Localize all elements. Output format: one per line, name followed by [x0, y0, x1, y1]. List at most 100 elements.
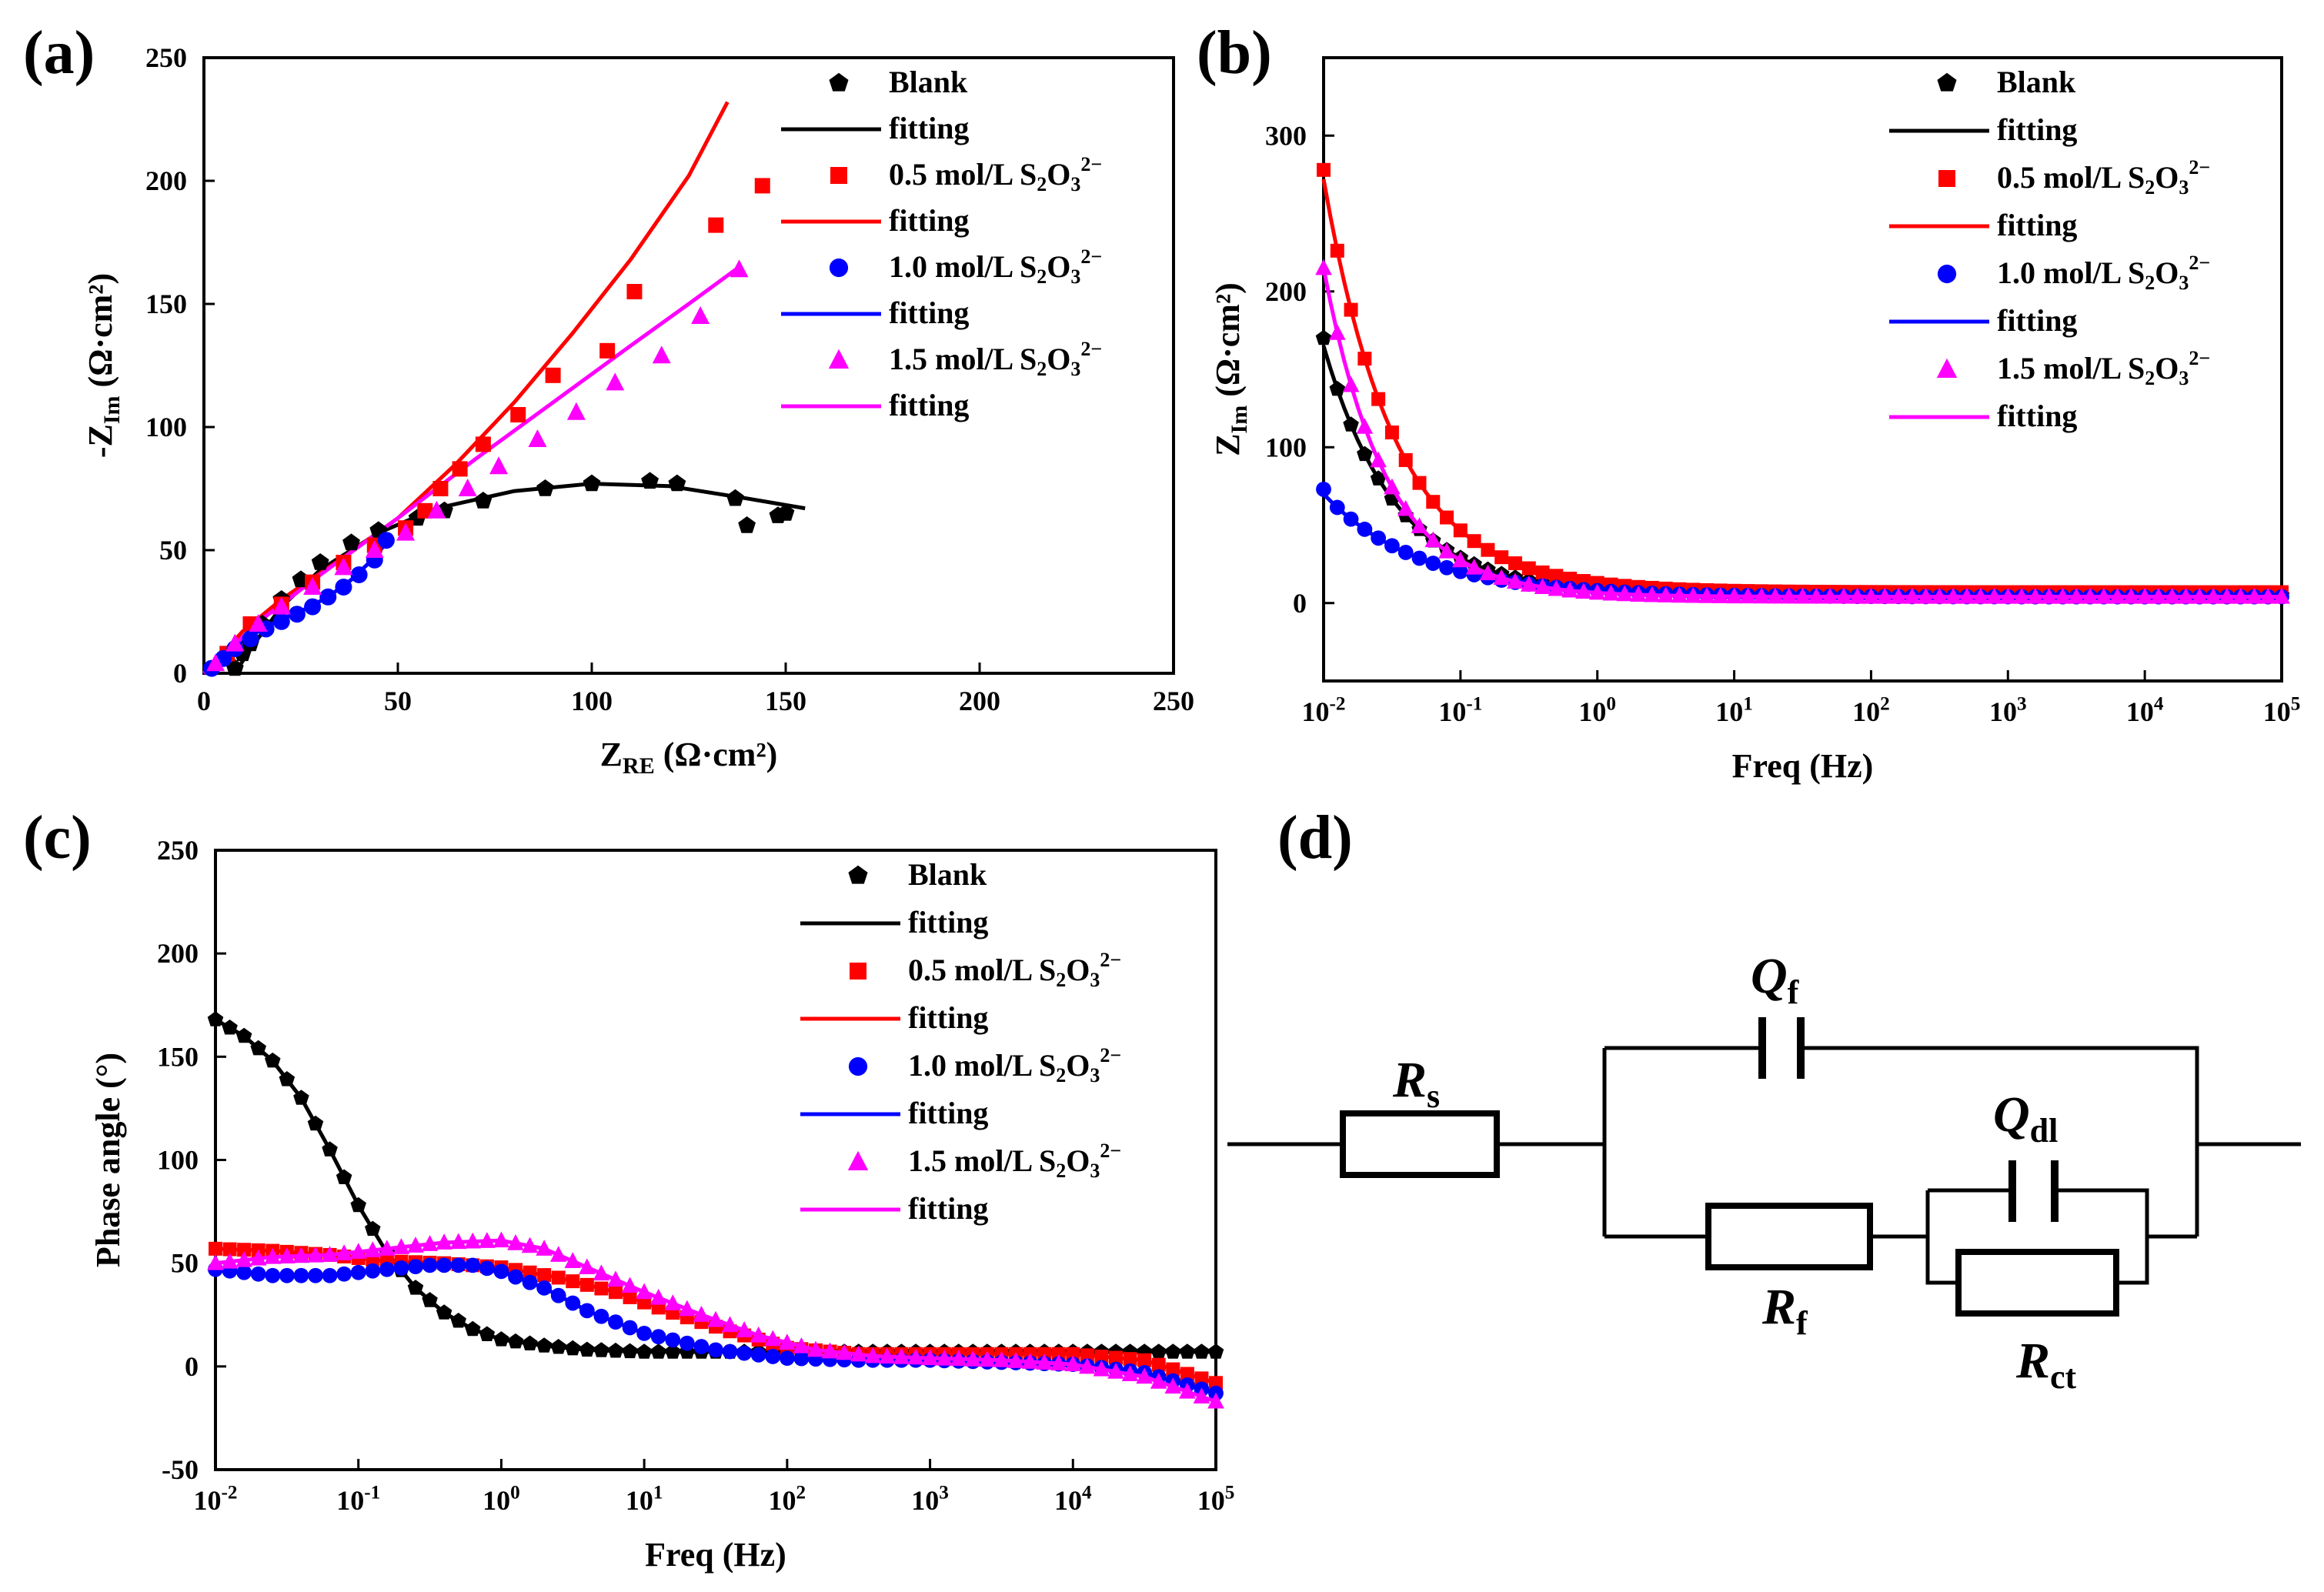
legend-label: fitting — [889, 111, 969, 145]
data-point — [307, 1246, 324, 1263]
data-point — [322, 1267, 338, 1283]
y-tick-label: 100 — [145, 412, 187, 442]
data-point — [636, 1283, 653, 1300]
data-point — [650, 1329, 666, 1345]
data-point — [2191, 587, 2209, 604]
data-point — [1007, 1352, 1024, 1368]
data-point — [1329, 380, 1346, 396]
data-point — [408, 1259, 423, 1275]
data-point — [508, 1269, 523, 1285]
data-point — [1079, 1357, 1096, 1374]
data-point — [754, 178, 770, 194]
y-tick-label: 150 — [145, 289, 187, 319]
panel-label-c: (c) — [23, 804, 92, 872]
data-point — [593, 1308, 609, 1324]
data-point — [307, 1115, 324, 1131]
data-point — [921, 1349, 939, 1366]
x-tick-label: 10-2 — [1302, 694, 1346, 727]
data-point — [1575, 582, 1592, 599]
legend-label: fitting — [889, 295, 969, 330]
data-point — [1357, 446, 1373, 462]
y-tick-label: 250 — [157, 835, 199, 866]
data-point — [349, 1243, 367, 1259]
equivalent-circuit — [1227, 1017, 2301, 1317]
data-point — [1193, 1387, 1210, 1404]
data-point — [293, 1267, 309, 1283]
data-point — [479, 1232, 496, 1248]
data-point — [1767, 587, 1784, 604]
data-point — [1425, 556, 1441, 571]
data-point — [1931, 587, 1948, 604]
data-point — [336, 1169, 352, 1185]
label-rs: Rs — [1392, 1052, 1440, 1115]
data-point — [652, 345, 671, 364]
data-point — [1330, 243, 1344, 258]
data-point — [522, 1335, 538, 1351]
legend-label: fitting — [1997, 208, 2077, 242]
x-tick-label: 100 — [571, 686, 613, 716]
legend-label: 1.5 mol/L S2O32− — [889, 338, 1102, 380]
data-point — [2027, 587, 2044, 604]
data-point — [1999, 587, 2017, 604]
data-point — [1890, 587, 1907, 604]
label-qf: Qf — [1751, 948, 1800, 1011]
data-point — [1151, 1357, 1166, 1372]
data-point — [2219, 587, 2236, 604]
label-rf: Rf — [1761, 1279, 1808, 1342]
legend-marker — [1937, 72, 1957, 92]
data-point — [1370, 470, 1387, 486]
panel-label-b: (b) — [1197, 19, 1272, 87]
data-point — [342, 533, 360, 551]
data-point — [549, 1246, 567, 1262]
x-tick-label: 104 — [1054, 1483, 1092, 1516]
data-point — [979, 1350, 996, 1367]
data-point — [736, 1345, 753, 1361]
data-point — [1343, 416, 1359, 432]
data-point — [242, 630, 259, 648]
data-point — [2177, 587, 2195, 604]
data-point — [1080, 1348, 1094, 1363]
data-point — [1384, 538, 1400, 554]
data-point — [379, 1261, 395, 1277]
y-axis-label: Phase angle (°) — [89, 1053, 127, 1267]
data-point — [1644, 586, 1661, 602]
data-point — [593, 1264, 610, 1281]
legend-label: 0.5 mol/L S2O32− — [889, 153, 1102, 195]
data-point — [579, 1277, 594, 1292]
data-point — [2259, 587, 2277, 604]
data-point — [738, 516, 756, 533]
data-point — [207, 1011, 224, 1026]
data-point — [436, 1257, 452, 1273]
data-point — [1465, 558, 1483, 575]
legend-label: Blank — [889, 65, 968, 99]
nyquist-chart: 0 50 100 150 200 250 0 50 100 150 200 250 ZRE (Ω·cm²… — [82, 42, 1194, 779]
y-tick-label: 250 — [145, 42, 187, 73]
data-point — [1753, 587, 1770, 604]
y-tick-label: 0 — [1293, 588, 1307, 619]
data-point — [2150, 587, 2167, 604]
data-point — [249, 1249, 267, 1266]
data-point — [1453, 523, 1468, 538]
data-point — [779, 1350, 795, 1366]
data-point — [879, 1347, 896, 1364]
legend-label: 1.0 mol/L S2O32− — [889, 245, 1102, 288]
y-tick-label: 150 — [157, 1041, 199, 1072]
data-point — [464, 1232, 482, 1249]
data-point — [1036, 1353, 1053, 1370]
data-point — [608, 1314, 623, 1330]
data-point — [221, 1252, 239, 1269]
bode-phase-chart: 10-2 10-1 100 101 102 103 104 105 -50 0 50 100 150 20… — [89, 835, 1234, 1574]
data-point — [665, 1343, 681, 1359]
x-tick-label: 105 — [1197, 1483, 1235, 1516]
data-point — [636, 1343, 653, 1359]
data-point — [565, 1295, 581, 1311]
x-tick-label: 150 — [765, 686, 806, 716]
data-point — [350, 566, 368, 583]
data-point — [893, 1348, 910, 1364]
label-rct: Rct — [2015, 1333, 2077, 1396]
data-point — [1164, 1377, 1182, 1394]
x-tick-label: 102 — [1852, 694, 1890, 727]
data-point — [207, 1253, 224, 1270]
y-tick-label: 50 — [159, 535, 187, 566]
data-point — [1808, 587, 1825, 604]
